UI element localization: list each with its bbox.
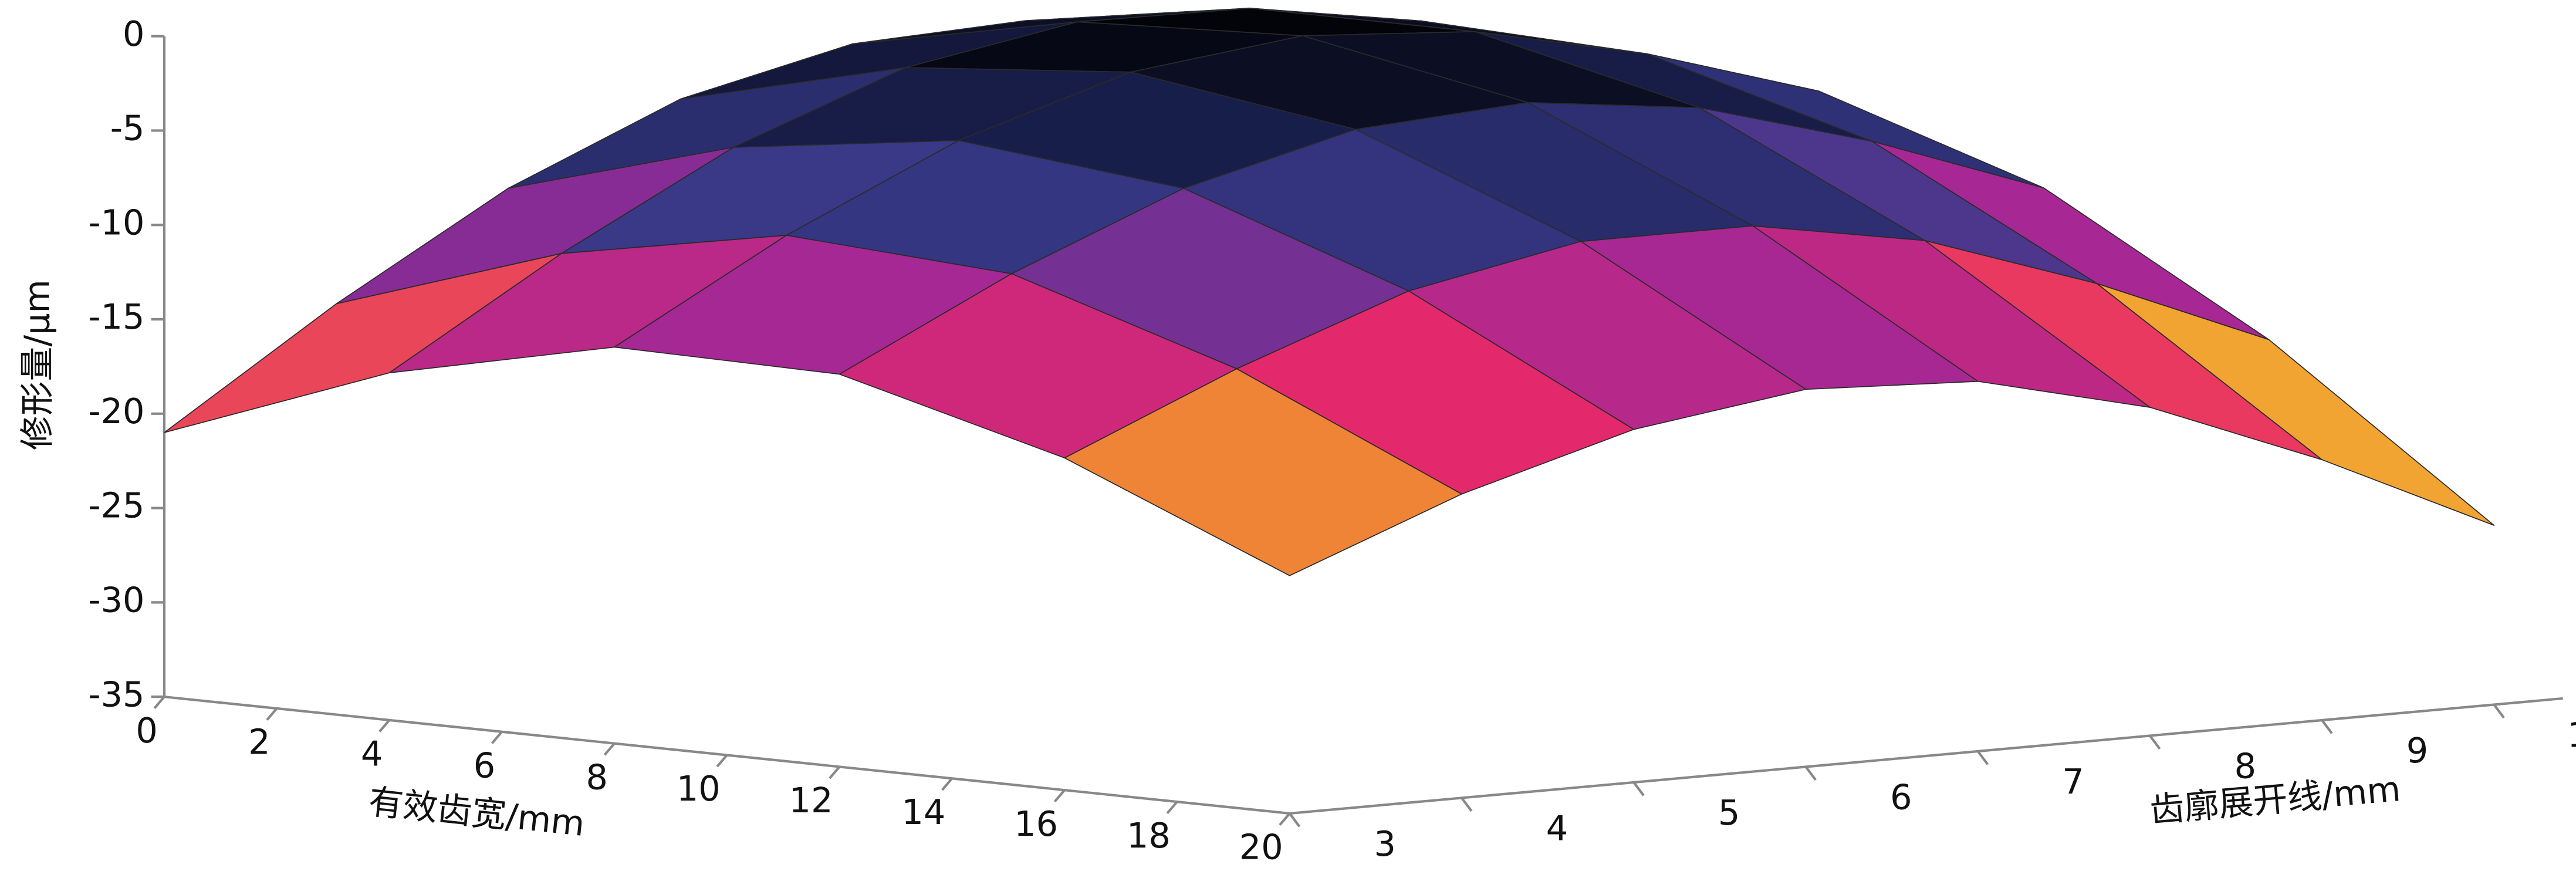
- x-tick: [1279, 812, 1291, 826]
- x-tick: [153, 696, 165, 710]
- x-tick-label: 14: [901, 792, 945, 832]
- x-tick-label: 10: [677, 768, 721, 809]
- x-tick-label: 18: [1127, 815, 1171, 856]
- x-tick: [491, 731, 503, 744]
- z-tick-label: -25: [88, 485, 144, 526]
- x-axis: [164, 696, 1290, 815]
- x-tick: [1053, 789, 1066, 803]
- x-tick-label: 12: [789, 780, 833, 821]
- z-axis-label: 修形量/μm: [16, 279, 57, 450]
- surface-patch: [1064, 368, 1462, 576]
- z-tick-label: -35: [88, 674, 144, 714]
- y-tick: [2321, 719, 2333, 734]
- z-tick-label: -5: [110, 108, 145, 148]
- y-tick-label: 9: [2406, 730, 2428, 771]
- x-tick: [266, 707, 278, 721]
- z-tick-label: -10: [88, 202, 144, 242]
- y-tick: [2149, 735, 2161, 750]
- z-tick-label: 0: [123, 13, 144, 54]
- y-tick-label: 6: [1890, 777, 1912, 818]
- x-tick-label: 0: [136, 710, 157, 751]
- y-axis-label: 齿廓展开线/mm: [2148, 768, 2402, 831]
- x-tick-label: 20: [1239, 827, 1283, 867]
- y-tick-label: 10: [2567, 715, 2576, 755]
- y-tick: [1289, 812, 1301, 828]
- y-tick-label: 3: [1374, 823, 1395, 864]
- y-axis: [1289, 697, 2563, 815]
- y-tick-label: 8: [2234, 746, 2256, 786]
- y-tick-label: 7: [2062, 761, 2084, 802]
- z-tick-label: -30: [88, 579, 144, 620]
- y-tick: [2493, 704, 2505, 719]
- x-tick-label: 16: [1014, 804, 1058, 844]
- y-tick: [1461, 797, 1473, 812]
- x-tick: [829, 766, 841, 779]
- x-tick: [603, 742, 616, 756]
- y-tick: [1976, 750, 1989, 765]
- x-tick-label: 8: [586, 757, 607, 797]
- y-tick: [1804, 766, 1817, 781]
- z-tick-label: -20: [88, 391, 144, 431]
- x-tick: [378, 719, 391, 732]
- x-tick-label: 2: [248, 722, 270, 762]
- y-tick-label: 4: [1546, 808, 1568, 849]
- x-tick: [941, 777, 954, 791]
- x-tick-label: 4: [361, 734, 383, 774]
- x-tick-label: 6: [474, 745, 495, 785]
- y-tick: [1632, 781, 1645, 796]
- z-tick-label: -15: [88, 296, 144, 337]
- x-tick: [716, 754, 728, 768]
- x-axis-label: 有效齿宽/mm: [367, 781, 587, 844]
- y-tick-label: 5: [1718, 792, 1740, 833]
- x-tick: [1166, 801, 1178, 815]
